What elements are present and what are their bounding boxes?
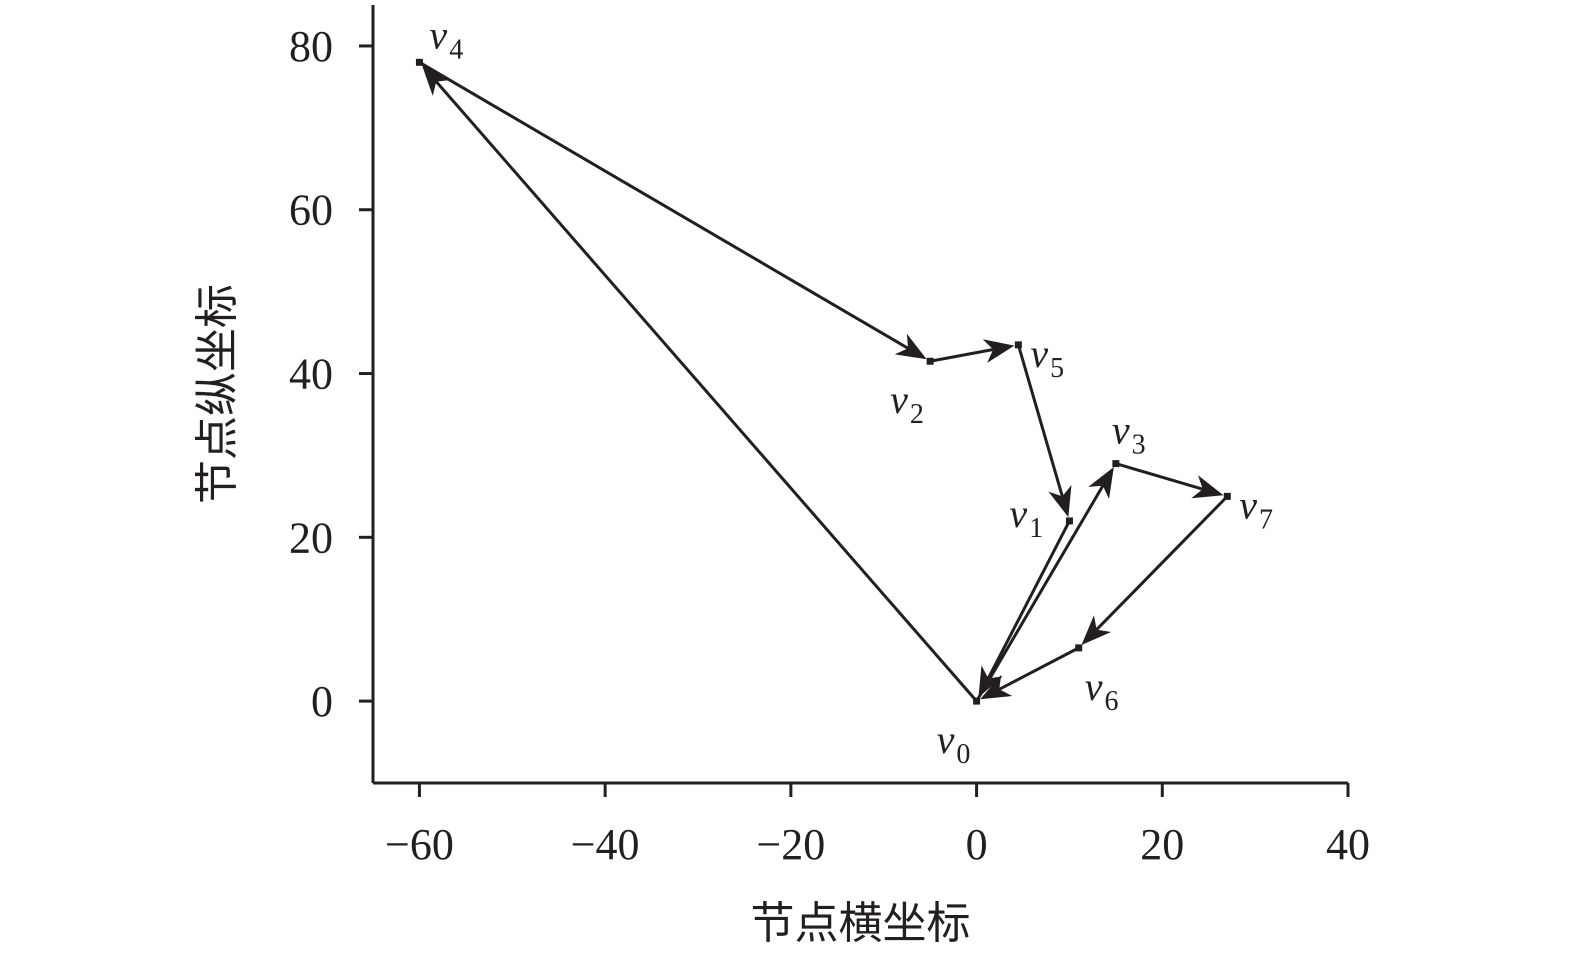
node-v5 — [1014, 341, 1022, 349]
edge-v5-v1 — [1016, 344, 1064, 497]
nodes: v0 v1 v2 v3 v4 v5 v6 v7 — [415, 12, 1273, 770]
x-axis-title: 节点横坐标 — [751, 898, 971, 949]
edge-v6-v0 — [998, 646, 1080, 691]
node-v2 — [926, 357, 934, 365]
x-tick-label: −20 — [756, 820, 825, 869]
node-label-v5: v5 — [1030, 331, 1064, 384]
x-tick-label: −60 — [385, 820, 454, 869]
node-v1 — [1065, 517, 1073, 525]
edge-v1-v0 — [986, 520, 1071, 680]
node-label-v6: v6 — [1085, 664, 1119, 717]
y-tick-label: 40 — [289, 350, 333, 399]
x-tick-label: 40 — [1326, 820, 1370, 869]
y-tick-label: 60 — [289, 186, 333, 235]
edge-v7-v6 — [1095, 495, 1229, 631]
y-tick-label: 0 — [311, 677, 333, 726]
node-label-v3: v3 — [1112, 408, 1146, 461]
node-label-v4: v4 — [429, 12, 463, 65]
arrowhead-v5-v1 — [1048, 484, 1072, 518]
y-ticks: 0 20 40 60 80 — [289, 22, 373, 726]
x-tick-label: 0 — [966, 820, 988, 869]
edge-v2-v5 — [929, 348, 994, 363]
node-label-v0: v0 — [937, 717, 971, 770]
x-tick-label: 20 — [1140, 820, 1184, 869]
arrowhead-v6-v0 — [980, 674, 1013, 700]
node-label-v7: v7 — [1239, 482, 1273, 535]
arrowhead-v4-v2 — [894, 333, 927, 360]
node-label-v2: v2 — [890, 377, 924, 430]
y-axis-title: 节点纵坐标 — [192, 284, 243, 504]
node-v3 — [1112, 460, 1120, 468]
arrowhead-v3-v7 — [1191, 475, 1224, 499]
x-ticks: −60 −40 −20 0 20 40 — [385, 783, 1370, 869]
y-tick-label: 80 — [289, 22, 333, 71]
axes — [371, 5, 1348, 785]
x-tick-label: −40 — [571, 820, 640, 869]
y-tick-label: 20 — [289, 513, 333, 562]
arrowhead-v7-v6 — [1081, 615, 1112, 646]
arrowhead-v0-v3 — [1088, 467, 1114, 500]
node-v6 — [1075, 644, 1083, 652]
node-v7 — [1223, 492, 1231, 500]
node-label-v1: v1 — [1009, 491, 1043, 544]
edge-v0-v4 — [435, 80, 978, 703]
edge-v4-v2 — [418, 61, 909, 350]
arrowhead-v0-v4 — [422, 65, 451, 96]
node-v4 — [415, 58, 423, 66]
node-v0 — [973, 697, 981, 705]
edge-v0-v3 — [975, 484, 1105, 702]
edges — [418, 61, 1229, 703]
edge-v3-v7 — [1115, 462, 1204, 491]
arrowhead-v2-v5 — [982, 339, 1015, 363]
